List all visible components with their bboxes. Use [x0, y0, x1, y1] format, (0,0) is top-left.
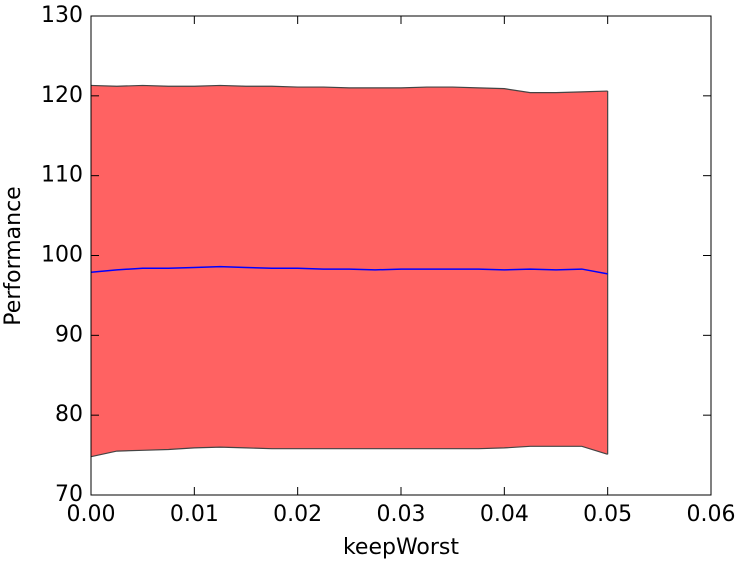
x-tick-label: 0.03 [377, 502, 426, 527]
y-tick-label: 100 [41, 243, 83, 268]
x-tick-label: 0.06 [687, 502, 736, 527]
y-tick-label: 110 [41, 163, 83, 188]
y-tick-label: 120 [41, 83, 83, 108]
x-tick-label: 0.05 [583, 502, 632, 527]
y-tick-label: 80 [55, 402, 83, 427]
y-tick-label: 70 [55, 482, 83, 507]
band-lower-edge [90, 445, 608, 458]
x-tick-label: 0.04 [480, 502, 529, 527]
y-axis-label: Performance [1, 186, 26, 325]
x-tick-label: 0.00 [67, 502, 116, 527]
band-upper-edge [90, 84, 608, 94]
x-tick-label: 0.02 [273, 502, 322, 527]
y-tick-label: 130 [41, 3, 83, 28]
series-line [90, 265, 608, 275]
band-area [91, 85, 608, 457]
x-axis-label: keepWorst [343, 535, 459, 560]
x-tick-label: 0.01 [170, 502, 219, 527]
y-tick-label: 90 [55, 322, 83, 347]
